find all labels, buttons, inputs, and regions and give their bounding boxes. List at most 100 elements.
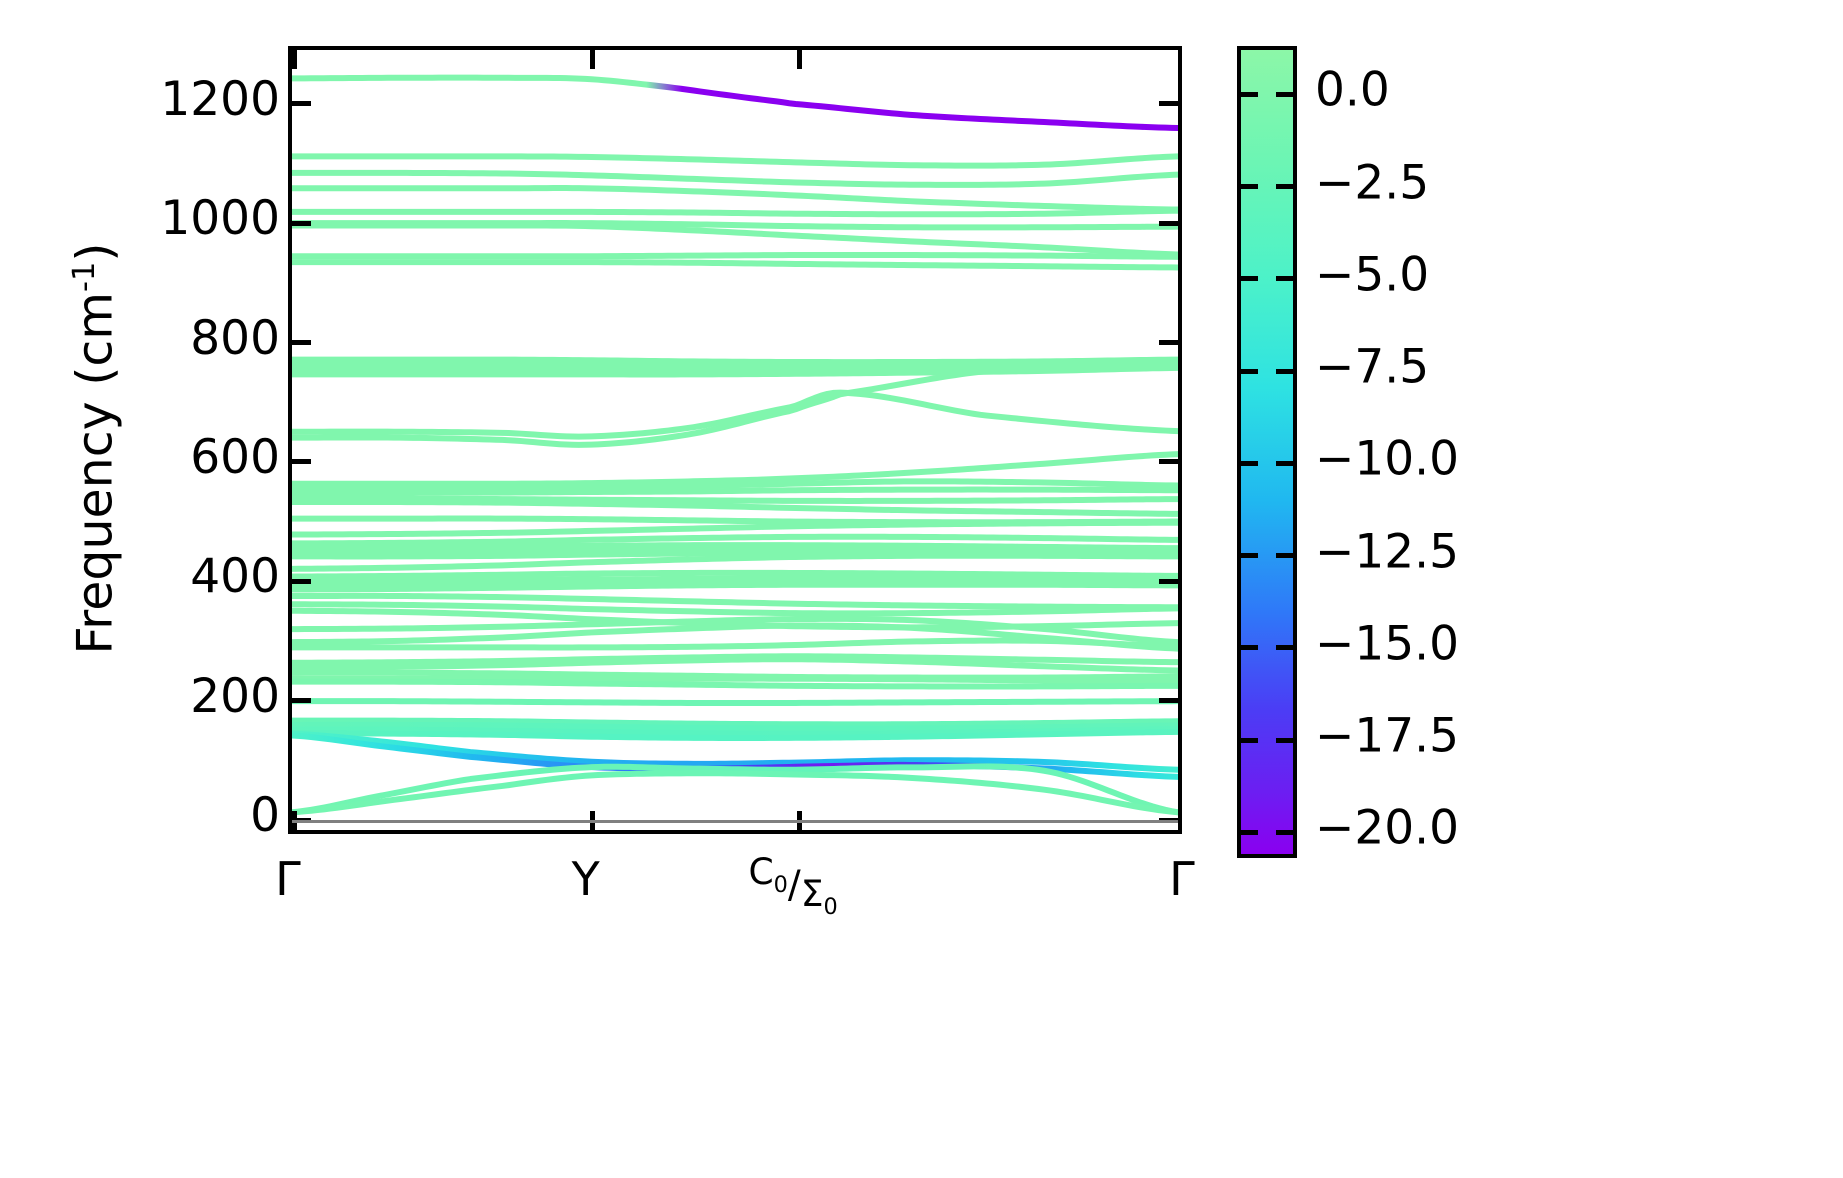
colorbar-tick-mark — [1241, 737, 1258, 743]
band-curve — [292, 581, 1178, 593]
colorbar-tick-mark-right — [1276, 276, 1293, 282]
colorbar-tick-label: −10.0 — [1315, 431, 1460, 487]
colorbar-tick-label: 0.0 — [1315, 62, 1390, 118]
colorbar-tick-label: −2.5 — [1315, 155, 1430, 211]
colorbar-tick-mark-right — [1276, 737, 1293, 743]
band-curve — [292, 519, 1178, 538]
y-tick-mark-right — [1159, 698, 1178, 704]
colorbar-tick-label: −17.5 — [1315, 708, 1460, 764]
y-tick-label: 400 — [190, 549, 280, 605]
y-tick-mark — [292, 101, 311, 107]
colorbar-tick-mark-right — [1276, 829, 1293, 835]
y-tick-label: 0 — [250, 788, 280, 844]
colorbar-tick-mark — [1241, 829, 1258, 835]
band-curve — [292, 486, 1178, 496]
band-curve — [292, 770, 1178, 816]
y-tick-mark — [292, 578, 311, 584]
colorbar-tick-label: −12.5 — [1315, 524, 1460, 580]
band-curve — [292, 185, 1178, 213]
band-curve — [292, 222, 1178, 258]
band-curve — [292, 622, 1178, 652]
y-tick-mark-right — [1159, 340, 1178, 345]
colorbar-tick-mark — [1241, 460, 1258, 466]
band-curve — [292, 207, 1178, 218]
band-curve — [292, 575, 1178, 584]
colorbar-tick-mark-right — [1276, 553, 1293, 559]
band-curve — [292, 637, 1178, 651]
band-curve — [292, 675, 1178, 685]
y-tick-labels: 0 200 400 600 800 1000 1200 — [40, 0, 280, 1178]
band-curve — [292, 169, 1178, 188]
colorbar-tick-mark — [1241, 91, 1258, 97]
y-tick-mark-right — [1159, 459, 1178, 465]
colorbar-gradient — [1241, 50, 1293, 854]
x-tick-mark-top — [589, 50, 595, 69]
colorbar-tick-mark-right — [1276, 368, 1293, 374]
colorbar-tick-label: −15.0 — [1315, 616, 1460, 672]
y-tick-mark — [292, 698, 311, 704]
band-curve — [292, 356, 1178, 366]
band-curve — [292, 552, 1178, 572]
x-tick-mark-top — [797, 50, 803, 69]
band-curve — [292, 153, 1178, 169]
band-curve — [292, 360, 1178, 448]
band-curve — [292, 548, 1178, 560]
colorbar-tick-mark-right — [1276, 460, 1293, 466]
band-curve — [292, 763, 1178, 816]
band-curve — [292, 717, 1178, 728]
colorbar-box — [1237, 46, 1297, 858]
band-curve — [292, 542, 1178, 552]
colorbar-tick-mark-right — [1276, 91, 1293, 97]
band-curve — [292, 569, 1178, 580]
band-curve — [292, 259, 1178, 271]
y-tick-label: 1000 — [160, 191, 280, 247]
y-tick-mark-right — [1159, 578, 1178, 584]
x-tick-label: Γ — [1169, 852, 1195, 906]
colorbar-tick-mark-right — [1276, 645, 1293, 651]
x-tick-label: Y — [571, 852, 600, 906]
x-tick-mark-top — [1180, 50, 1182, 69]
colorbar-tick-label: −5.0 — [1315, 247, 1430, 303]
band-curve — [292, 698, 1178, 707]
y-tick-mark-right — [1159, 220, 1178, 226]
zero-reference-line — [292, 820, 1178, 824]
band-curves — [292, 74, 1178, 816]
x-tick-label: C0/Σ0 — [748, 851, 838, 921]
y-tick-label: 200 — [190, 668, 280, 724]
colorbar-tick-mark — [1241, 645, 1258, 651]
band-curve — [292, 251, 1178, 260]
band-curve — [292, 495, 1178, 504]
colorbar-tick-label: −7.5 — [1315, 339, 1430, 395]
band-curve — [292, 592, 1178, 611]
y-tick-label: 800 — [190, 310, 280, 366]
x-tick-mark-top — [292, 50, 297, 69]
colorbar-tick-mark — [1241, 276, 1258, 282]
band-curve — [292, 656, 1178, 674]
band-curve — [292, 678, 1178, 690]
band-curve — [292, 533, 1178, 547]
band-curve — [292, 721, 1178, 732]
band-curve — [292, 615, 1178, 646]
x-tick-mark — [1180, 811, 1182, 830]
y-tick-mark — [292, 340, 311, 345]
band-curve — [292, 389, 1178, 440]
plot-area — [288, 46, 1182, 834]
band-curve — [292, 74, 1178, 131]
y-tick-label: 600 — [190, 429, 280, 485]
colorbar-tick-mark-right — [1276, 184, 1293, 190]
band-curve — [292, 360, 1178, 370]
colorbar-tick-mark — [1241, 553, 1258, 559]
band-curve — [292, 451, 1178, 487]
colorbar — [1237, 46, 1297, 858]
colorbar-tick-label: −20.0 — [1315, 800, 1460, 856]
colorbar-tick-mark — [1241, 184, 1258, 190]
band-curve — [292, 478, 1178, 492]
band-curve — [292, 499, 1178, 517]
y-tick-mark — [292, 220, 311, 226]
y-tick-label: 1200 — [160, 71, 280, 127]
band-curve — [292, 601, 1178, 617]
band-curve — [292, 728, 1178, 741]
x-tick-label: Γ — [275, 852, 301, 906]
